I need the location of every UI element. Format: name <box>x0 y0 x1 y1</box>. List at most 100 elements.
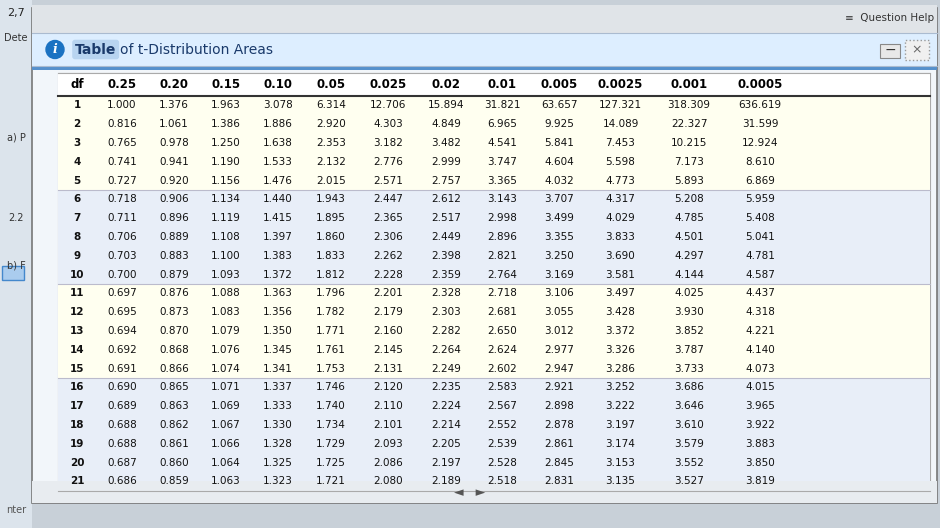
Text: 1.069: 1.069 <box>212 401 241 411</box>
Text: 4.025: 4.025 <box>674 288 704 298</box>
Text: 1.725: 1.725 <box>316 458 346 468</box>
Text: 2.831: 2.831 <box>544 476 574 486</box>
Text: 17: 17 <box>70 401 85 411</box>
Text: 8.610: 8.610 <box>745 157 775 167</box>
Text: 127.321: 127.321 <box>599 100 642 110</box>
Text: 2.2: 2.2 <box>8 213 24 223</box>
Text: 1.721: 1.721 <box>316 476 346 486</box>
Text: 0.686: 0.686 <box>107 476 137 486</box>
Text: 4.587: 4.587 <box>745 270 775 280</box>
Text: 9.925: 9.925 <box>544 119 574 129</box>
Text: 2.189: 2.189 <box>431 476 461 486</box>
Text: 3.922: 3.922 <box>745 420 775 430</box>
Text: 1.833: 1.833 <box>316 251 346 261</box>
Bar <box>58 397 930 416</box>
Text: 1.333: 1.333 <box>263 401 293 411</box>
Text: 2.264: 2.264 <box>431 345 461 355</box>
Text: 4.501: 4.501 <box>674 232 704 242</box>
Text: 2.132: 2.132 <box>316 157 346 167</box>
Text: 4.032: 4.032 <box>544 176 574 186</box>
Bar <box>32 66 937 70</box>
Bar <box>58 153 930 171</box>
Text: 0.711: 0.711 <box>107 213 137 223</box>
Text: 1.356: 1.356 <box>263 307 293 317</box>
Text: 5.041: 5.041 <box>745 232 775 242</box>
Text: 2.262: 2.262 <box>373 251 403 261</box>
Text: 0.687: 0.687 <box>107 458 137 468</box>
Text: 3.428: 3.428 <box>605 307 635 317</box>
Text: 1.943: 1.943 <box>316 194 346 204</box>
Text: 5.959: 5.959 <box>745 194 775 204</box>
Text: 3.197: 3.197 <box>605 420 635 430</box>
Text: 0.941: 0.941 <box>159 157 189 167</box>
Text: 1.134: 1.134 <box>212 194 241 204</box>
Text: 3.833: 3.833 <box>605 232 635 242</box>
Text: 2.145: 2.145 <box>373 345 403 355</box>
Text: 3.646: 3.646 <box>674 401 704 411</box>
Text: 2.398: 2.398 <box>431 251 461 261</box>
Text: 1.782: 1.782 <box>316 307 346 317</box>
Text: 1.337: 1.337 <box>263 382 293 392</box>
Bar <box>2 266 24 280</box>
Text: 0.876: 0.876 <box>159 288 189 298</box>
Text: 1.119: 1.119 <box>212 213 241 223</box>
Text: 2.528: 2.528 <box>487 458 517 468</box>
Text: 2.896: 2.896 <box>487 232 517 242</box>
Text: 3.579: 3.579 <box>674 439 704 449</box>
Text: 4.785: 4.785 <box>674 213 704 223</box>
Bar <box>0 0 32 528</box>
Text: 6: 6 <box>73 194 81 204</box>
Text: 5: 5 <box>73 176 81 186</box>
Text: 2.179: 2.179 <box>373 307 403 317</box>
Text: 1: 1 <box>73 100 81 110</box>
Text: 2.539: 2.539 <box>487 439 517 449</box>
Text: 0.861: 0.861 <box>159 439 189 449</box>
Text: 2.205: 2.205 <box>431 439 461 449</box>
Text: 1.156: 1.156 <box>212 176 241 186</box>
Text: 2.898: 2.898 <box>544 401 574 411</box>
Bar <box>58 96 930 115</box>
Text: 2.086: 2.086 <box>373 458 403 468</box>
Text: 2.776: 2.776 <box>373 157 403 167</box>
Text: 2.681: 2.681 <box>487 307 517 317</box>
Text: 0.694: 0.694 <box>107 326 137 336</box>
Text: 1.372: 1.372 <box>263 270 293 280</box>
Text: 0.25: 0.25 <box>107 78 136 91</box>
Text: 4.318: 4.318 <box>745 307 775 317</box>
Text: 2.235: 2.235 <box>431 382 461 392</box>
Bar <box>58 228 930 247</box>
Bar <box>58 73 930 96</box>
Text: 12.706: 12.706 <box>369 100 406 110</box>
Text: 1.066: 1.066 <box>212 439 241 449</box>
Bar <box>58 134 930 153</box>
Text: 2.328: 2.328 <box>431 288 461 298</box>
Text: 3.852: 3.852 <box>674 326 704 336</box>
Text: 0.700: 0.700 <box>107 270 136 280</box>
Text: 1.064: 1.064 <box>212 458 241 468</box>
Text: 0.870: 0.870 <box>159 326 189 336</box>
Text: 2.447: 2.447 <box>373 194 403 204</box>
Text: 1.383: 1.383 <box>263 251 293 261</box>
Text: 1.740: 1.740 <box>316 401 346 411</box>
Bar <box>905 40 929 60</box>
Text: 1.190: 1.190 <box>212 157 241 167</box>
Text: 0.001: 0.001 <box>670 78 708 91</box>
Text: 0.692: 0.692 <box>107 345 137 355</box>
Text: 12.924: 12.924 <box>742 138 778 148</box>
Text: 0.868: 0.868 <box>159 345 189 355</box>
Text: 2.583: 2.583 <box>487 382 517 392</box>
Text: 3.787: 3.787 <box>674 345 704 355</box>
Text: 4.297: 4.297 <box>674 251 704 261</box>
Text: 15.894: 15.894 <box>428 100 464 110</box>
Text: 1.323: 1.323 <box>263 476 293 486</box>
Text: 5.598: 5.598 <box>605 157 635 167</box>
Text: 4.221: 4.221 <box>745 326 775 336</box>
Text: 1.771: 1.771 <box>316 326 346 336</box>
Text: 2.977: 2.977 <box>544 345 574 355</box>
Text: 3.135: 3.135 <box>605 476 635 486</box>
Text: 0.866: 0.866 <box>159 364 189 374</box>
Text: 2.920: 2.920 <box>316 119 346 129</box>
Text: df: df <box>70 78 84 91</box>
Text: Table: Table <box>75 42 117 56</box>
Text: 4.604: 4.604 <box>544 157 574 167</box>
